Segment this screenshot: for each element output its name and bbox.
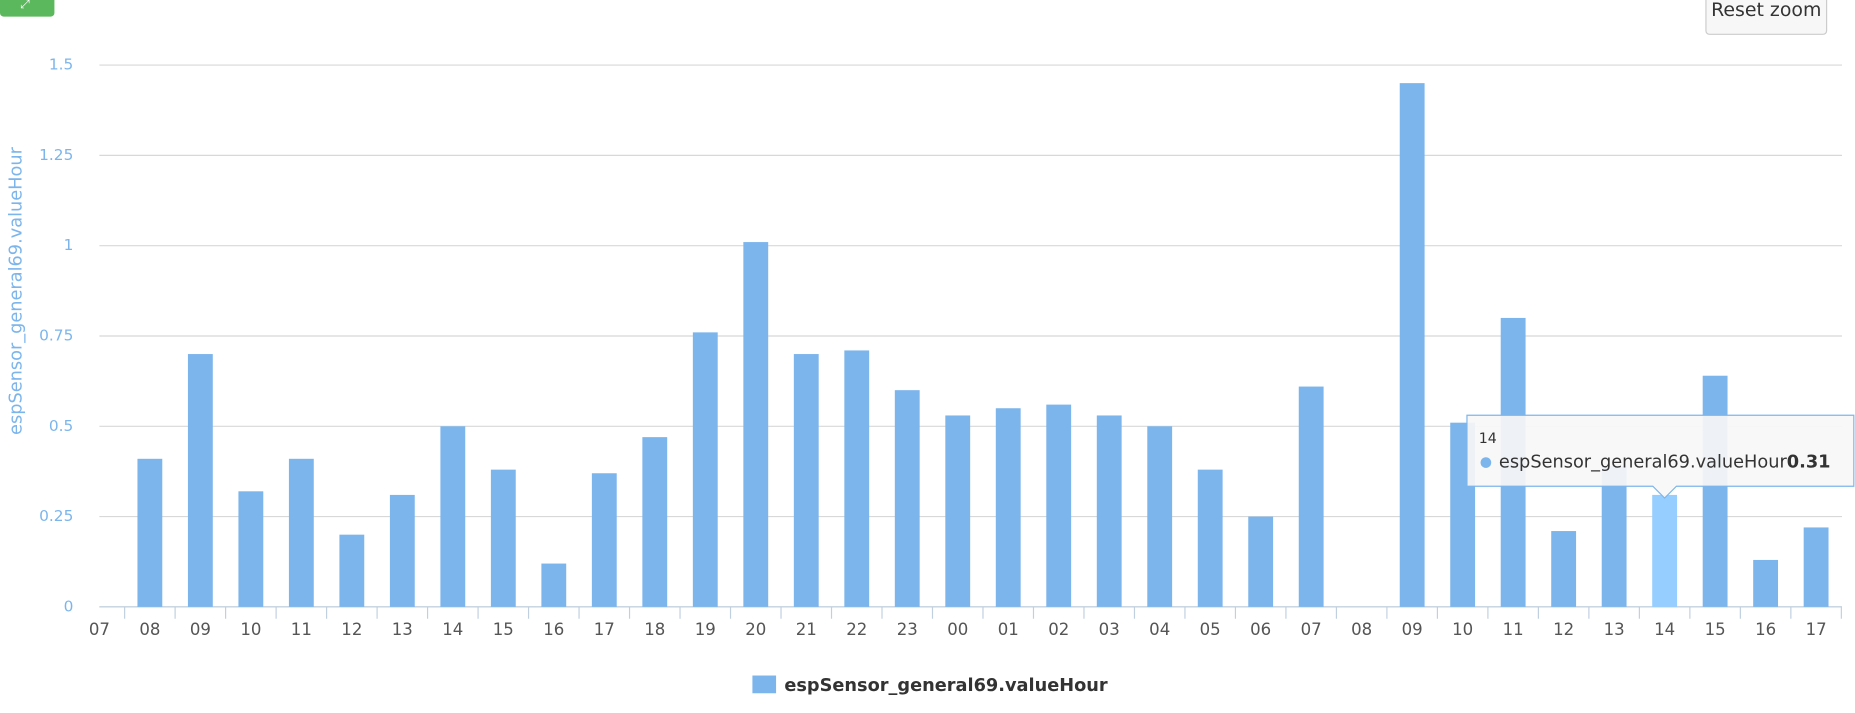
x-tick-label: 22: [846, 620, 867, 639]
x-tick-label: 21: [796, 620, 817, 639]
x-tick-label: 17: [1806, 620, 1827, 639]
y-tick-label: 1.5: [49, 56, 73, 74]
tooltip-header: 14: [1479, 431, 1497, 447]
tooltip-series: espSensor_general69.valueHour: [1499, 453, 1788, 473]
x-tick-label: 09: [190, 620, 211, 639]
y-axis-title: espSensor_general69.valueHour: [7, 146, 27, 435]
bar: [1601, 466, 1627, 607]
bar: [1096, 415, 1122, 607]
x-tick-label: 01: [998, 620, 1019, 639]
bar: [440, 426, 466, 607]
x-tick-label: 11: [1503, 620, 1524, 639]
bar: [1753, 559, 1779, 607]
x-tick-label: 20: [745, 620, 766, 639]
x-tick-label: 13: [1604, 620, 1625, 639]
y-tick-label: 0: [64, 597, 74, 615]
x-tick-label: 05: [1200, 620, 1221, 639]
y-tick-label: 0.25: [39, 507, 73, 525]
bar: [793, 354, 819, 607]
x-tick-label: 14: [442, 620, 463, 639]
bar: [894, 390, 920, 607]
reset-zoom-label[interactable]: Reset zoom: [1711, 0, 1821, 21]
y-tick-label: 0.75: [39, 326, 73, 344]
bar: [692, 332, 718, 607]
tooltip-dot: [1480, 457, 1492, 468]
fullscreen-icon: ⤢: [19, 0, 29, 11]
x-tick-label: 16: [1755, 620, 1776, 639]
x-tick-label: 08: [1351, 620, 1372, 639]
bar: [945, 415, 971, 607]
x-tick-label: 15: [493, 620, 514, 639]
bar: [995, 408, 1021, 607]
bar: [1702, 375, 1728, 607]
x-tick-label: 11: [291, 620, 312, 639]
x-tick-label: 02: [1048, 620, 1069, 639]
legend-swatch: [752, 675, 777, 694]
x-tick-label: 08: [139, 620, 160, 639]
y-tick-label: 1.25: [39, 146, 73, 164]
bar: [1551, 531, 1577, 607]
x-tick-label: 13: [392, 620, 413, 639]
bar: [1399, 83, 1425, 607]
x-tick-label: 10: [240, 620, 261, 639]
bar: [187, 354, 213, 607]
bar: [389, 494, 415, 607]
x-tick-label: 17: [594, 620, 615, 639]
bar: [743, 242, 769, 607]
x-tick-label: 19: [695, 620, 716, 639]
tooltip-value: 0.31: [1787, 453, 1831, 473]
x-tick-label: 09: [1402, 620, 1423, 639]
reset-zoom-box[interactable]: [1705, 0, 1828, 35]
x-tick-label: 10: [1452, 620, 1473, 639]
x-tick-label: 14: [1654, 620, 1675, 639]
legend-label[interactable]: espSensor_general69.valueHour: [784, 676, 1108, 696]
bar: [844, 350, 870, 607]
tooltip-box: [1466, 414, 1855, 499]
x-tick-label: 23: [897, 620, 918, 639]
x-tick-label: 12: [341, 620, 362, 639]
bar: [288, 458, 314, 607]
bar: [642, 437, 668, 607]
x-tick-label: 04: [1149, 620, 1170, 639]
x-tick-label: 07: [89, 620, 110, 639]
bar: [1803, 527, 1829, 607]
bar: [1046, 404, 1072, 607]
bar: [137, 458, 163, 607]
bar: [1652, 494, 1678, 607]
bar: [238, 491, 264, 607]
bar: [1197, 469, 1223, 607]
bar: [1248, 516, 1274, 607]
x-tick-label: 16: [543, 620, 564, 639]
x-tick-label: 15: [1705, 620, 1726, 639]
bar: [339, 534, 365, 607]
x-tick-label: 18: [644, 620, 665, 639]
y-tick-label: 1: [64, 236, 74, 254]
reset-zoom-button[interactable]: Reset zoom: [1705, 0, 1828, 35]
bar: [1147, 426, 1173, 607]
bar: [541, 563, 567, 607]
y-tick-label: 0.5: [49, 417, 73, 435]
x-tick-label: 03: [1099, 620, 1120, 639]
x-tick-label: 00: [947, 620, 968, 639]
fullscreen-button[interactable]: [0, 0, 55, 17]
x-tick-label: 06: [1250, 620, 1271, 639]
x-tick-label: 12: [1553, 620, 1574, 639]
x-tick-label: 07: [1301, 620, 1322, 639]
bar: [1298, 386, 1324, 607]
bar: [591, 473, 617, 607]
bar: [490, 469, 516, 607]
